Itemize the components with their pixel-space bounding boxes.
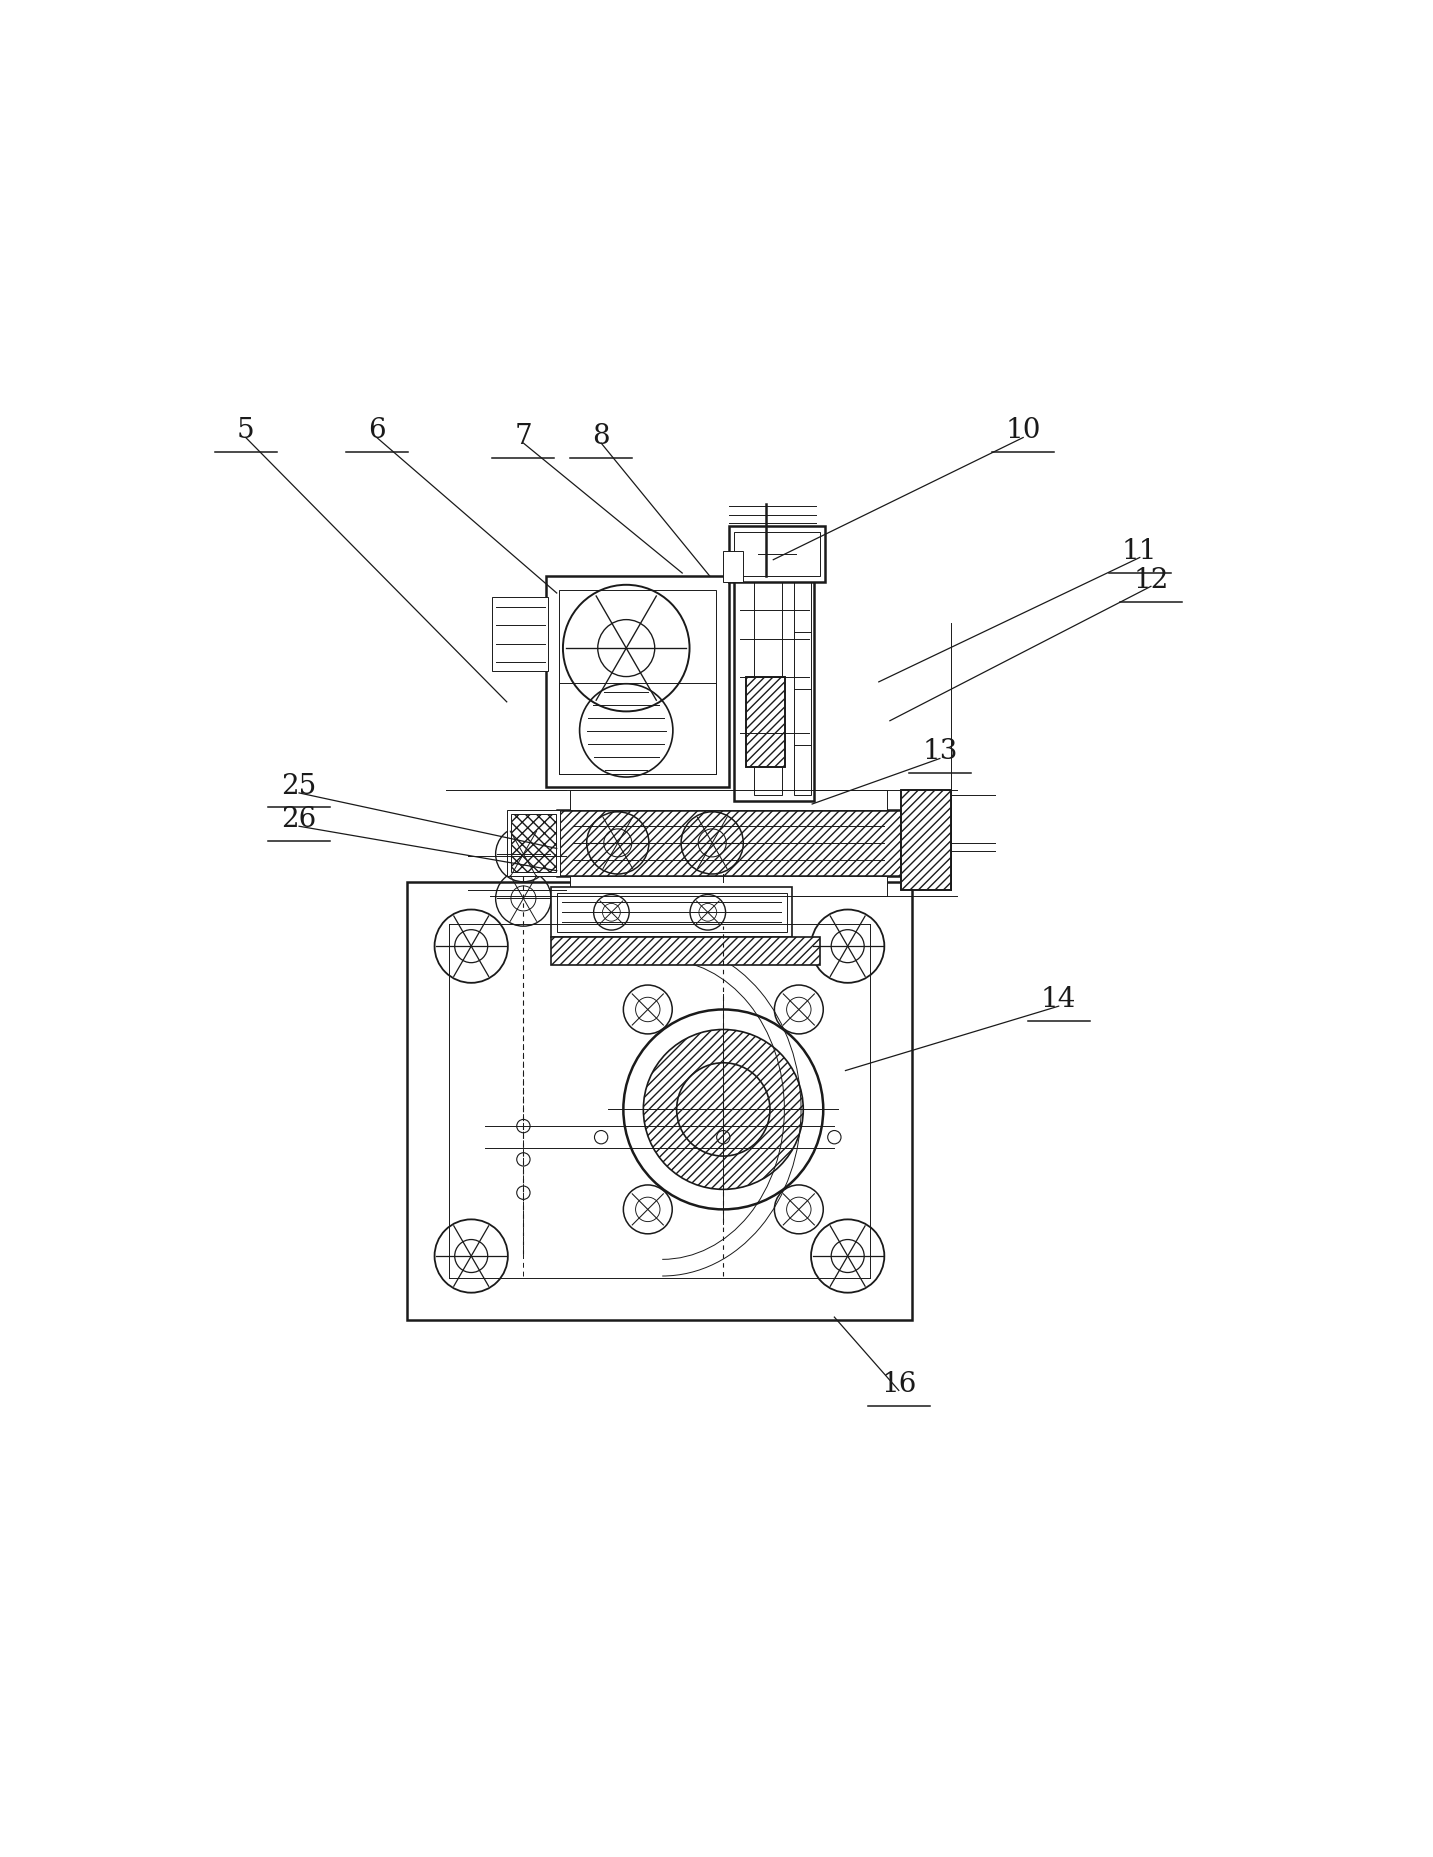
Bar [745,678,785,767]
Text: 26: 26 [281,806,317,832]
Bar [682,875,758,888]
Bar [901,791,952,890]
Bar [559,591,715,774]
Bar [507,810,560,877]
Bar [493,598,547,672]
Text: 13: 13 [923,737,957,765]
Bar [552,938,820,966]
Text: 16: 16 [881,1370,917,1398]
Bar [734,533,820,578]
Bar [556,810,901,877]
Text: 12: 12 [1134,566,1168,594]
Bar [407,882,913,1320]
Text: 7: 7 [514,423,532,449]
Bar [729,527,825,583]
Bar [512,815,556,873]
Text: 5: 5 [236,418,255,444]
Text: 11: 11 [1122,539,1158,565]
Bar [570,791,887,810]
Text: 25: 25 [281,773,317,799]
Bar [559,683,715,774]
Text: 6: 6 [368,418,385,444]
Text: 10: 10 [1006,418,1040,444]
Bar [689,864,751,888]
Bar [734,578,814,800]
Circle shape [643,1031,804,1190]
Bar [724,552,744,583]
Text: 14: 14 [1040,986,1076,1012]
Bar [556,893,787,932]
Bar [901,791,952,890]
Bar [794,583,811,795]
Bar [552,888,792,938]
Bar [546,578,729,787]
Bar [570,877,887,897]
Text: 8: 8 [592,423,610,449]
Bar [745,678,785,767]
Bar [754,583,782,795]
